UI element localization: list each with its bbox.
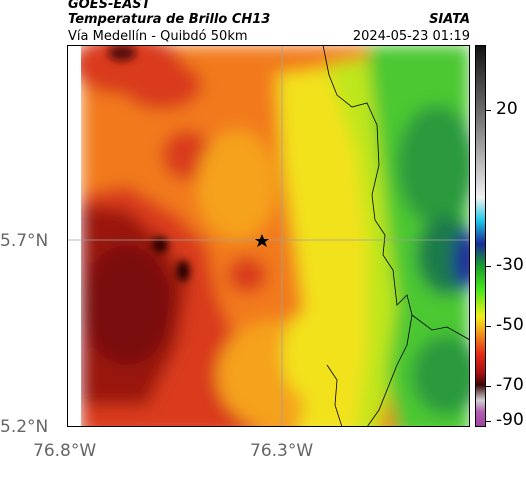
colorbar [475,45,486,427]
org-label: SIATA [429,12,470,27]
country-border-line [322,45,413,427]
cbar-tick-mark-minus50 [486,326,491,327]
cbar-tick-mark-minus30 [486,266,491,267]
cbar-label-minus50: -50 [496,315,524,335]
lon-label-76.8: 76.8°W [33,441,97,461]
department-border-line-2 [326,364,343,427]
location-star-icon [255,234,269,247]
temperature-field [72,45,470,427]
brightness-temperature-map [67,45,470,427]
department-border-line [411,314,470,341]
cbar-label-20: 20 [496,99,518,119]
cbar-label-minus90: -90 [496,410,524,430]
cbar-label-minus30: -30 [496,255,524,275]
route-label: Vía Medellín - Quibdó 50km [68,29,248,44]
convective-cores [108,45,190,282]
lat-label-5.7: 5.7°N [0,231,49,251]
datetime-label: 2024-05-23 01:19 [352,29,470,44]
cbar-tick-mark-minus70 [486,386,491,387]
cbar-tick-mark-20 [486,110,491,111]
lat-label-5.2: 5.2°N [0,417,49,437]
satellite-title: GOES-EAST [68,0,151,12]
cbar-tick-mark-minus90 [486,421,491,422]
lon-label-76.3: 76.3°W [250,441,314,461]
cbar-label-minus70: -70 [496,375,524,395]
product-title: Temperatura de Brillo CH13 [68,12,271,27]
